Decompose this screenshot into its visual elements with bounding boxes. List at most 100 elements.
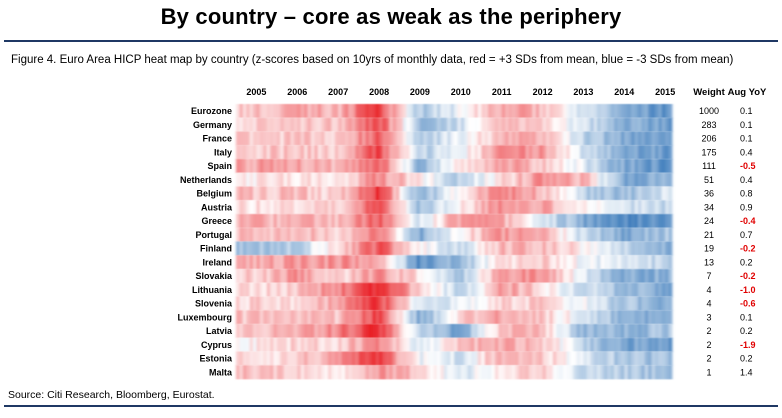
heatmap-cell: [324, 131, 329, 146]
heatmap-cell: [658, 117, 663, 132]
heatmap-cell: [239, 241, 244, 256]
heatmap-cell: [471, 365, 475, 380]
heatmap-cell: [522, 296, 526, 311]
yoy-value-cyprus: -1.9: [740, 340, 756, 350]
heatmap-cell: [457, 227, 462, 242]
heatmap-cell: [382, 296, 387, 311]
heatmap-cell: [665, 200, 669, 215]
heatmap-cell: [515, 365, 520, 380]
heatmap-cell: [505, 310, 509, 325]
heatmap-cell: [593, 200, 598, 215]
heatmap-cell: [419, 337, 424, 352]
heatmap-cell: [270, 365, 274, 380]
heatmap-cell: [338, 104, 342, 119]
heatmap-cell: [620, 337, 625, 352]
heatmap-cell: [266, 117, 271, 132]
heatmap-cell: [457, 241, 462, 256]
heatmap-cell: [382, 241, 387, 256]
heatmap-cell: [580, 104, 584, 119]
heatmap-cell: [321, 104, 325, 119]
heatmap-cell: [522, 310, 526, 325]
heatmap-cell: [304, 241, 308, 256]
heatmap-cell: [283, 296, 288, 311]
heatmap-cell: [559, 186, 564, 201]
heatmap-cell: [477, 241, 482, 256]
heatmap-cell: [460, 324, 465, 339]
heatmap-cell: [624, 255, 629, 270]
heatmap-cell: [253, 104, 257, 119]
heatmap-cell: [569, 351, 574, 366]
heatmap-cell: [365, 324, 370, 339]
heatmap-cell: [614, 131, 618, 146]
heatmap-cell: [603, 145, 608, 160]
heatmap-cell: [651, 131, 656, 146]
heatmap-cell: [658, 214, 663, 229]
heatmap-cell: [362, 159, 366, 174]
heatmap-cell: [563, 227, 567, 242]
heatmap-cell: [331, 145, 336, 160]
heatmap-cell: [505, 296, 509, 311]
heatmap-cell: [273, 214, 278, 229]
heatmap-cell: [379, 324, 383, 339]
heatmap-cell: [409, 255, 414, 270]
heatmap-cell: [246, 255, 251, 270]
heatmap-cell: [253, 200, 257, 215]
heatmap-cell: [430, 104, 434, 119]
row-label-belgium: Belgium: [196, 189, 232, 199]
heatmap-cell: [317, 310, 322, 325]
heatmap-cell: [498, 159, 503, 174]
heatmap-cell: [460, 159, 465, 174]
heatmap-cell: [236, 104, 240, 119]
heatmap-cell: [293, 214, 298, 229]
heatmap-cell: [416, 117, 421, 132]
heatmap-cell: [436, 186, 441, 201]
heatmap-cell: [586, 269, 591, 284]
heatmap-cell: [396, 200, 400, 215]
heatmap-cell: [338, 337, 342, 352]
heatmap-cell: [661, 214, 666, 229]
heatmap-cell: [573, 117, 578, 132]
heatmap-cell: [433, 282, 438, 297]
heatmap-cell: [552, 200, 557, 215]
heatmap-cell: [637, 186, 642, 201]
heatmap-cell: [396, 227, 400, 242]
heatmap-cell: [556, 296, 560, 311]
heatmap-cell: [409, 269, 414, 284]
heatmap-cell: [583, 214, 588, 229]
heatmap-cell: [419, 227, 424, 242]
heatmap-cell: [484, 186, 489, 201]
heatmap-cell: [348, 282, 353, 297]
heatmap-cell: [484, 351, 489, 366]
heatmap-cell: [256, 214, 261, 229]
heatmap-cell: [498, 310, 503, 325]
heatmap-cell: [280, 186, 285, 201]
heatmap-cell: [314, 186, 319, 201]
heatmap-cell: [535, 186, 540, 201]
heatmap-cell: [327, 255, 332, 270]
heatmap-cell: [569, 269, 574, 284]
heatmap-cell: [474, 255, 479, 270]
heatmap-cell: [661, 282, 666, 297]
heatmap-cell: [535, 324, 540, 339]
heatmap-cell: [661, 104, 666, 119]
heatmap-cell: [634, 131, 639, 146]
heatmap-cell: [511, 145, 516, 160]
heatmap-cell: [396, 269, 400, 284]
heatmap-cell: [474, 214, 479, 229]
heatmap-cell: [375, 186, 380, 201]
heatmap-cell: [256, 159, 261, 174]
heatmap-cell: [440, 351, 445, 366]
heatmap-cell: [501, 365, 506, 380]
heatmap-cell: [297, 214, 302, 229]
heatmap-cell: [637, 131, 642, 146]
heatmap-cell: [348, 131, 353, 146]
heatmap-cell: [341, 186, 346, 201]
heatmap-cell: [389, 351, 394, 366]
heatmap-cell: [338, 241, 342, 256]
heatmap-cell: [385, 200, 390, 215]
heatmap-cell: [443, 351, 448, 366]
heatmap-cell: [331, 282, 336, 297]
heatmap-cell: [474, 186, 479, 201]
heatmap-cell: [498, 282, 503, 297]
heatmap-cell: [362, 131, 366, 146]
